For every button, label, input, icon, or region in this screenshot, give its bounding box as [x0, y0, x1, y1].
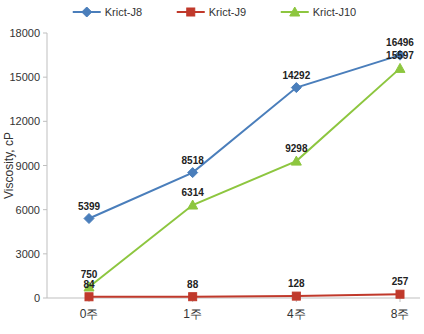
data-point — [85, 293, 93, 301]
data-label: 750 — [81, 269, 98, 280]
data-point — [396, 290, 404, 298]
y-tick-label: 3000 — [16, 248, 40, 260]
y-tick — [43, 121, 47, 122]
data-point — [291, 156, 301, 165]
data-label: 88 — [187, 279, 199, 290]
data-point — [395, 63, 405, 72]
data-label: 128 — [288, 278, 305, 289]
y-tick-label: 0 — [34, 292, 40, 304]
series-line — [89, 68, 400, 287]
data-point — [84, 214, 94, 224]
data-point — [291, 83, 301, 93]
x-tick-label: 1주 — [183, 307, 202, 321]
data-label: 5399 — [78, 201, 101, 212]
data-label: 8518 — [182, 155, 205, 166]
data-label: 15597 — [386, 50, 414, 61]
y-tick — [43, 209, 47, 210]
data-point — [188, 200, 198, 209]
data-label: 16496 — [386, 37, 414, 48]
data-point — [188, 168, 198, 178]
data-labels: 5399 8518 14292 16496 84 88 128 257 750 6314 9298 1… — [78, 37, 414, 290]
legend: Krict-J8 Krict-J9 Krict-J10 — [73, 6, 356, 18]
y-axis-title: Viscosity, cP — [2, 132, 16, 199]
series-line — [89, 294, 400, 297]
data-label: 6314 — [182, 187, 205, 198]
chart: 0 3000 6000 9000 12000 15000 18000 0주 1주 4주 8주 Visc… — [0, 0, 424, 334]
data-label: 84 — [83, 279, 95, 290]
x-tick-label: 0주 — [80, 307, 99, 321]
plot-area — [84, 50, 405, 301]
legend-label: Krict-J8 — [105, 6, 142, 18]
data-label: 257 — [392, 276, 409, 287]
y-tick — [43, 33, 47, 34]
y-tick — [43, 298, 47, 299]
legend-label: Krict-J9 — [209, 6, 246, 18]
legend-label: Krict-J10 — [313, 6, 356, 18]
series-line — [89, 55, 400, 218]
data-point — [189, 293, 197, 301]
y-tick-label: 9000 — [16, 160, 40, 172]
y-tick-label: 6000 — [16, 204, 40, 216]
y-tick — [43, 165, 47, 166]
y-tick — [43, 253, 47, 254]
data-label: 9298 — [285, 143, 308, 154]
y-tick-label: 15000 — [9, 71, 40, 83]
legend-marker — [82, 7, 92, 17]
x-tick-label: 8주 — [391, 307, 410, 321]
y-tick — [43, 77, 47, 78]
y-tick-label: 12000 — [9, 115, 40, 127]
y-tick-label: 18000 — [9, 27, 40, 39]
legend-marker — [187, 8, 195, 16]
data-point — [292, 292, 300, 300]
legend-marker — [290, 7, 300, 16]
x-tick-label: 4주 — [287, 307, 306, 321]
data-label: 14292 — [282, 70, 310, 81]
